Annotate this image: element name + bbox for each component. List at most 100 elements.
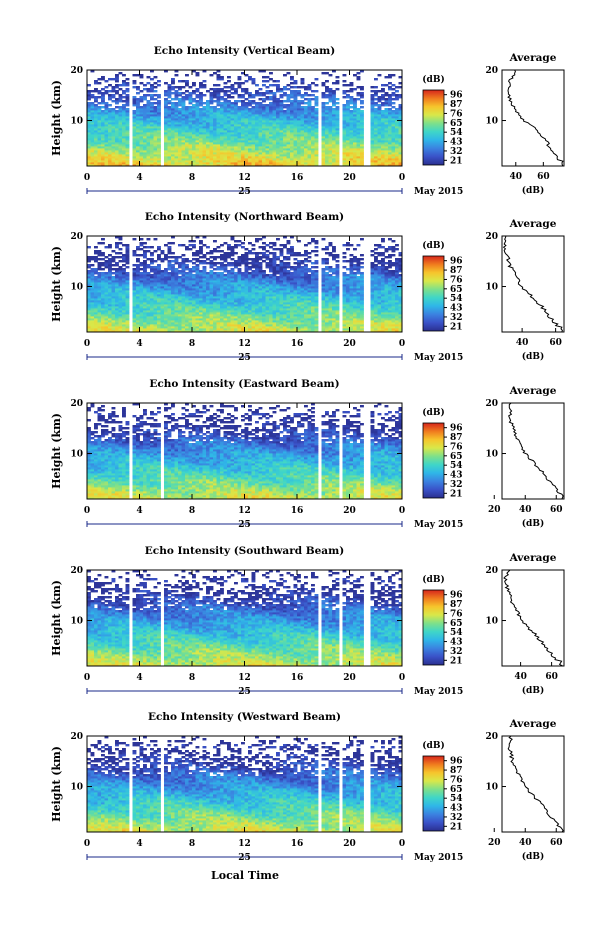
average-profile-line — [503, 569, 563, 667]
panel-1: Echo Intensity (Vertical Beam) 20 10 Height… — [50, 45, 565, 197]
x-tick-label: 12 — [238, 339, 251, 349]
average-profile-line — [502, 235, 563, 333]
colorbar-label: (dB) — [422, 574, 444, 585]
avg-y-tick-label: 20 — [485, 566, 498, 576]
avg-y-tick-label: 10 — [485, 617, 498, 627]
x-tick-label: 4 — [136, 173, 142, 183]
date-label: 25 — [238, 687, 251, 697]
colorbar-tick-label: 21 — [450, 489, 463, 499]
colorbar-tick-label: 76 — [450, 609, 463, 619]
heatmap — [87, 570, 403, 667]
avg-x-tick-label: 40 — [514, 672, 527, 682]
x-tick-label: 16 — [291, 839, 304, 849]
y-axis-label: Height (km) — [50, 580, 63, 656]
x-tick-label: 0 — [399, 339, 405, 349]
x-tick-label: 16 — [291, 673, 304, 683]
x-tick-label: 12 — [238, 506, 251, 516]
x-tick-label: 4 — [136, 339, 142, 349]
x-tick-label: 0 — [399, 673, 405, 683]
avg-x-tick-label: 20 — [488, 838, 501, 848]
x-tick-label: 0 — [399, 839, 405, 849]
colorbar-tick-label: 21 — [450, 656, 463, 666]
month-label: May 2015 — [414, 353, 463, 363]
x-tick-label: 20 — [343, 839, 356, 849]
average-unit: (dB) — [522, 185, 544, 196]
average-frame — [501, 69, 565, 167]
y-tick-label: 10 — [70, 783, 83, 793]
avg-y-tick-label: 10 — [485, 283, 498, 293]
colorbar-tick-label: 54 — [450, 628, 463, 638]
average-unit: (dB) — [522, 351, 544, 362]
colorbar-tick-label: 96 — [450, 424, 463, 434]
colorbar-tick-label: 96 — [450, 757, 463, 767]
panel-5: Echo Intensity (Westward Beam) 20 10 Height… — [50, 711, 565, 863]
y-tick-label: 20 — [70, 232, 83, 242]
y-tick-label: 10 — [70, 117, 83, 127]
date-label: 25 — [238, 853, 251, 863]
avg-x-tick-label: 40 — [519, 838, 532, 848]
average-profile-line — [507, 735, 564, 833]
x-tick-label: 12 — [238, 839, 251, 849]
colorbar-tick-label: 65 — [450, 619, 463, 629]
y-tick-label: 20 — [70, 399, 83, 409]
avg-x-tick-label: 60 — [549, 338, 562, 348]
colorbar-tick-label: 76 — [450, 775, 463, 785]
average-profile-line — [508, 402, 564, 500]
avg-x-tick-label: 20 — [488, 505, 501, 515]
y-tick-label: 10 — [70, 283, 83, 293]
colorbar — [422, 755, 445, 832]
average-frame — [501, 235, 565, 333]
x-tick-label: 8 — [189, 839, 195, 849]
x-tick-label: 0 — [84, 339, 90, 349]
avg-y-tick-label: 10 — [485, 450, 498, 460]
colorbar-tick-label: 32 — [450, 480, 463, 490]
colorbar-label: (dB) — [422, 240, 444, 251]
colorbar-tick-label: 96 — [450, 257, 463, 267]
colorbar-tick-label: 96 — [450, 591, 463, 601]
x-tick-label: 8 — [189, 673, 195, 683]
average-unit: (dB) — [522, 518, 544, 529]
panel-title: Echo Intensity (Eastward Beam) — [149, 378, 339, 390]
colorbar — [422, 422, 445, 499]
average-title: Average — [509, 718, 557, 730]
colorbar-tick-label: 65 — [450, 119, 463, 129]
colorbar-tick-label: 32 — [450, 813, 463, 823]
x-tick-label: 4 — [136, 506, 142, 516]
panel-title: Echo Intensity (Westward Beam) — [148, 711, 341, 723]
colorbar-tick-label: 32 — [450, 647, 463, 657]
avg-y-tick-label: 20 — [485, 232, 498, 242]
avg-x-tick-label: 60 — [550, 838, 563, 848]
date-label: 25 — [238, 353, 251, 363]
x-tick-label: 20 — [343, 506, 356, 516]
x-tick-label: 0 — [84, 673, 90, 683]
panel-title: Echo Intensity (Southward Beam) — [145, 545, 344, 557]
x-tick-label: 8 — [189, 506, 195, 516]
colorbar-tick-label: 32 — [450, 313, 463, 323]
average-title: Average — [509, 52, 557, 64]
avg-x-tick-label: 40 — [516, 338, 529, 348]
panel-3: Echo Intensity (Eastward Beam) 20 10 Height… — [50, 378, 565, 530]
heatmap — [87, 70, 403, 167]
avg-y-tick-label: 20 — [485, 66, 498, 76]
colorbar-tick-label: 54 — [450, 461, 463, 471]
colorbar-tick-label: 54 — [450, 794, 463, 804]
y-tick-label: 10 — [70, 617, 83, 627]
colorbar-tick-label: 87 — [450, 433, 463, 443]
x-tick-label: 0 — [84, 173, 90, 183]
x-tick-label: 4 — [136, 673, 142, 683]
y-axis-label: Height (km) — [50, 746, 63, 822]
colorbar-tick-label: 65 — [450, 785, 463, 795]
colorbar-tick-label: 43 — [450, 471, 463, 481]
average-title: Average — [509, 218, 557, 230]
x-tick-label: 16 — [291, 173, 304, 183]
month-label: May 2015 — [414, 187, 463, 197]
average-unit: (dB) — [522, 851, 544, 862]
y-tick-label: 20 — [70, 566, 83, 576]
colorbar-tick-label: 43 — [450, 804, 463, 814]
heatmap — [87, 736, 403, 833]
avg-x-tick-label: 40 — [519, 505, 532, 515]
avg-x-tick-label: 60 — [550, 505, 563, 515]
y-tick-label: 20 — [70, 732, 83, 742]
colorbar-tick-label: 76 — [450, 109, 463, 119]
